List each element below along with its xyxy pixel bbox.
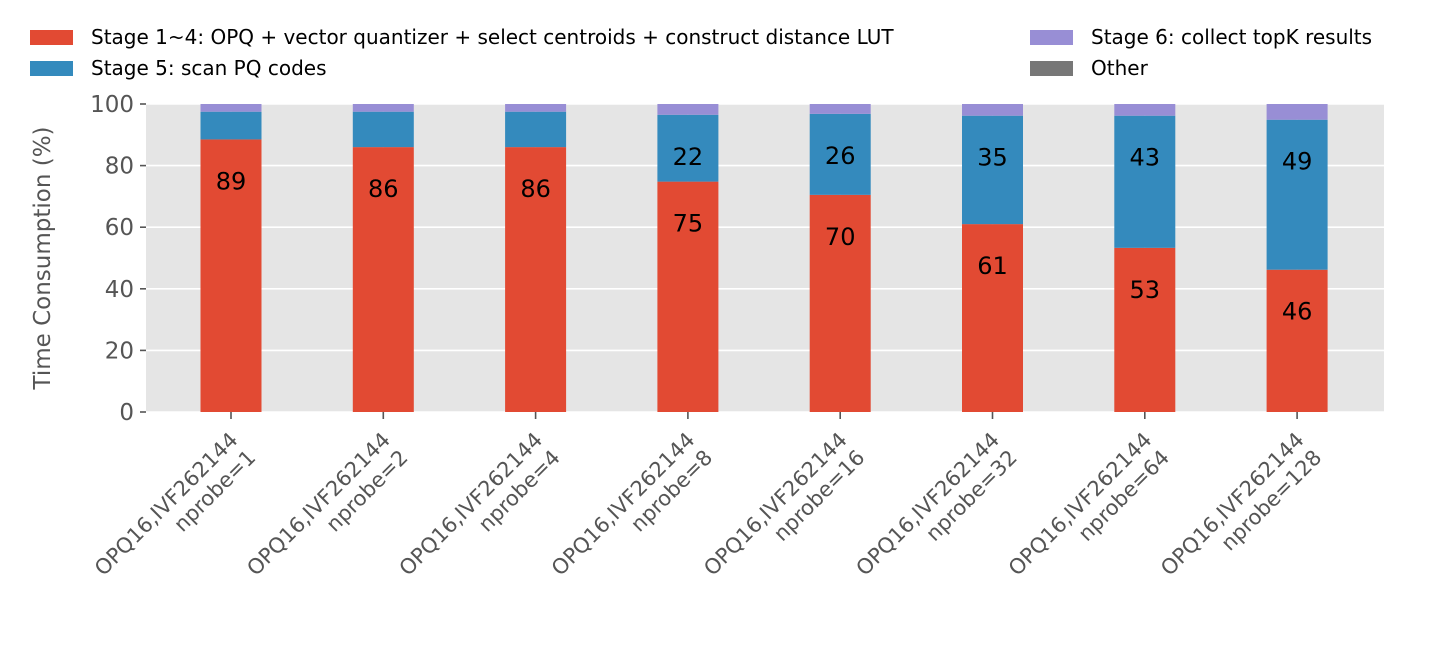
x-tick-label-line: OPQ16,IVF262144 xyxy=(851,428,1004,581)
legend: Stage 1~4: OPQ + vector quantizer + sele… xyxy=(30,25,1372,80)
legend-item: Stage 6: collect topK results xyxy=(1030,25,1372,49)
x-tick-label-line: OPQ16,IVF262144 xyxy=(699,428,852,581)
data-label: 35 xyxy=(977,144,1008,172)
data-label: 86 xyxy=(520,175,551,203)
y-axis: 0 20 40 60 80 100 xyxy=(90,92,146,426)
bar-segment-series-1 xyxy=(1266,119,1328,270)
legend-item: Other xyxy=(1030,56,1149,80)
data-label: 53 xyxy=(1130,276,1161,304)
bar-segment-series-2 xyxy=(505,104,567,112)
plot-area: 89 86 86 75 22 70 26 61 35 53 43 46 49 xyxy=(146,103,1384,413)
bar-segment-series-2 xyxy=(962,104,1023,116)
data-label: 89 xyxy=(216,167,247,195)
x-tick-label-line: OPQ16,IVF262144 xyxy=(547,428,700,581)
y-tick-label: 20 xyxy=(105,338,134,364)
x-axis: OPQ16,IVF262144nprobe=1OPQ16,IVF262144np… xyxy=(90,412,1326,581)
bar-segment-series-1 xyxy=(200,111,262,140)
bar-segment-series-2 xyxy=(657,104,719,115)
bar-segment-series-0 xyxy=(352,147,414,412)
y-tick-label: 40 xyxy=(105,277,134,303)
bar-segment-series-2 xyxy=(1114,104,1176,116)
plot-background xyxy=(146,104,1384,412)
bar-segment-series-0 xyxy=(505,147,567,412)
bar-segment-series-1 xyxy=(657,114,719,182)
legend-swatch xyxy=(1030,61,1073,76)
legend-label: Stage 1~4: OPQ + vector quantizer + sele… xyxy=(91,25,894,49)
x-tick-label-line: OPQ16,IVF262144 xyxy=(242,428,395,581)
bar-segment-series-2 xyxy=(1266,104,1328,120)
y-tick-label: 60 xyxy=(105,215,134,241)
legend-item: Stage 1~4: OPQ + vector quantizer + sele… xyxy=(30,25,894,49)
bar-segment-series-2 xyxy=(809,104,871,114)
bar-segment-series-2 xyxy=(352,104,414,112)
bar-segment-series-1 xyxy=(1114,115,1176,248)
data-label: 46 xyxy=(1282,298,1313,326)
legend-label: Stage 6: collect topK results xyxy=(1091,25,1372,49)
y-tick-label: 0 xyxy=(119,400,134,426)
legend-swatch xyxy=(1030,30,1073,45)
x-tick-label-line: OPQ16,IVF262144 xyxy=(1004,428,1157,581)
data-label: 70 xyxy=(825,223,856,251)
bar-segment-series-1 xyxy=(352,111,414,148)
y-tick-label: 100 xyxy=(90,92,134,118)
data-label: 26 xyxy=(825,142,856,170)
bar-segment-series-0 xyxy=(1114,247,1176,412)
bar-segment-series-1 xyxy=(505,111,567,148)
bar-segment-series-0 xyxy=(657,181,719,412)
legend-label: Stage 5: scan PQ codes xyxy=(91,56,327,80)
legend-item: Stage 5: scan PQ codes xyxy=(30,56,327,80)
x-tick-label-line: OPQ16,IVF262144 xyxy=(1156,428,1309,581)
bar-segment-series-2 xyxy=(200,104,262,112)
y-axis-label: Time Consumption (%) xyxy=(30,126,56,390)
bar-segment-series-0 xyxy=(200,139,262,413)
data-label: 86 xyxy=(368,175,399,203)
data-label: 61 xyxy=(977,252,1008,280)
data-label: 43 xyxy=(1130,144,1161,172)
bar-segment-series-1 xyxy=(962,115,1023,225)
legend-swatch xyxy=(30,61,73,76)
data-label: 49 xyxy=(1282,148,1313,176)
legend-swatch xyxy=(30,30,73,45)
data-label: 75 xyxy=(673,210,704,238)
bar-segment-series-0 xyxy=(962,224,1023,412)
data-label: 22 xyxy=(673,143,704,171)
bar-segment-series-1 xyxy=(809,113,871,195)
bar-segment-series-0 xyxy=(809,194,871,412)
x-tick-label-line: OPQ16,IVF262144 xyxy=(395,428,548,581)
legend-label: Other xyxy=(1091,56,1149,80)
x-tick-label-line: OPQ16,IVF262144 xyxy=(90,428,243,581)
y-tick-label: 80 xyxy=(105,154,134,180)
bar-segment-series-0 xyxy=(1266,269,1328,412)
